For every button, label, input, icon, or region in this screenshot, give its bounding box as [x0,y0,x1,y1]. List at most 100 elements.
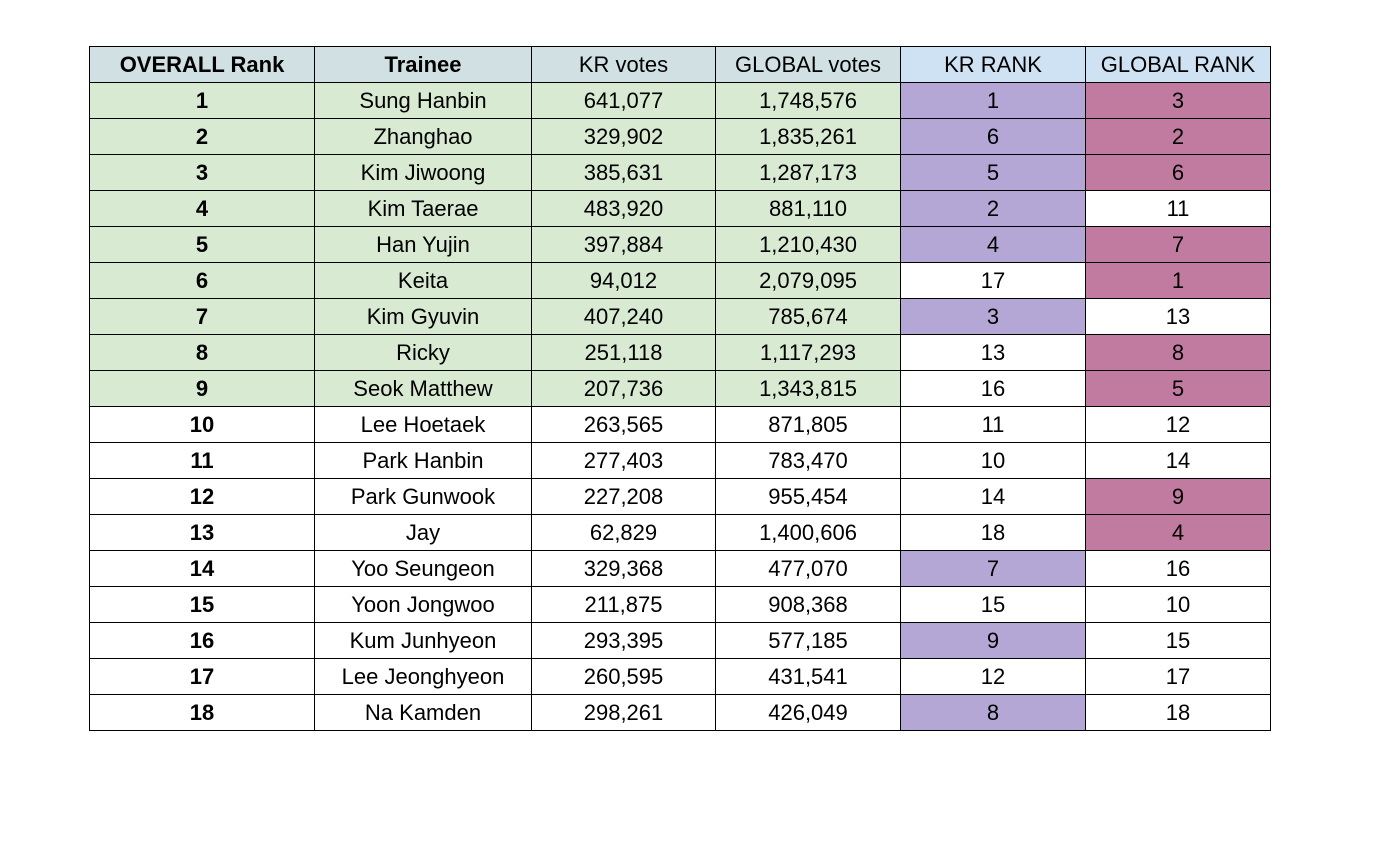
global-rank-cell: 12 [1085,406,1271,443]
overall-rank-cell: 5 [89,226,315,263]
trainee-name-cell: Kim Jiwoong [314,154,532,191]
trainee-name-cell: Lee Hoetaek [314,406,532,443]
table-row: 4 Kim Taerae 483,920 881,110 2 11 [89,190,1271,227]
kr-votes-cell: 62,829 [531,514,716,551]
global-rank-cell: 1 [1085,262,1271,299]
kr-votes-cell: 251,118 [531,334,716,371]
vote-ranking-table: OVERALL Rank Trainee KR votes GLOBAL vot… [89,46,1271,731]
kr-rank-cell: 17 [900,262,1086,299]
global-rank-cell: 8 [1085,334,1271,371]
global-votes-cell: 1,117,293 [715,334,901,371]
kr-votes-cell: 277,403 [531,442,716,479]
global-rank-cell: 5 [1085,370,1271,407]
trainee-name-cell: Yoon Jongwoo [314,586,532,623]
kr-votes-cell: 293,395 [531,622,716,659]
kr-rank-cell: 5 [900,154,1086,191]
global-votes-cell: 783,470 [715,442,901,479]
table-row: 6 Keita 94,012 2,079,095 17 1 [89,262,1271,299]
global-votes-cell: 431,541 [715,658,901,695]
global-rank-cell: 10 [1085,586,1271,623]
header-row: OVERALL Rank Trainee KR votes GLOBAL vot… [89,46,1271,83]
global-votes-cell: 1,748,576 [715,82,901,119]
header-kr-votes: KR votes [531,46,716,83]
kr-rank-cell: 2 [900,190,1086,227]
overall-rank-cell: 7 [89,298,315,335]
overall-rank-cell: 17 [89,658,315,695]
overall-rank-cell: 16 [89,622,315,659]
global-votes-cell: 908,368 [715,586,901,623]
kr-votes-cell: 260,595 [531,658,716,695]
kr-rank-cell: 16 [900,370,1086,407]
table-row: 13 Jay 62,829 1,400,606 18 4 [89,514,1271,551]
kr-votes-cell: 397,884 [531,226,716,263]
overall-rank-cell: 2 [89,118,315,155]
global-votes-cell: 955,454 [715,478,901,515]
kr-votes-cell: 211,875 [531,586,716,623]
global-rank-cell: 18 [1085,694,1271,731]
global-rank-cell: 16 [1085,550,1271,587]
global-votes-cell: 2,079,095 [715,262,901,299]
kr-rank-cell: 8 [900,694,1086,731]
trainee-name-cell: Seok Matthew [314,370,532,407]
kr-votes-cell: 94,012 [531,262,716,299]
global-votes-cell: 1,287,173 [715,154,901,191]
global-rank-cell: 7 [1085,226,1271,263]
trainee-name-cell: Park Gunwook [314,478,532,515]
overall-rank-cell: 13 [89,514,315,551]
kr-rank-cell: 3 [900,298,1086,335]
overall-rank-cell: 18 [89,694,315,731]
global-votes-cell: 1,400,606 [715,514,901,551]
global-rank-cell: 13 [1085,298,1271,335]
table-row: 11 Park Hanbin 277,403 783,470 10 14 [89,442,1271,479]
header-global-votes: GLOBAL votes [715,46,901,83]
kr-rank-cell: 4 [900,226,1086,263]
overall-rank-cell: 10 [89,406,315,443]
overall-rank-cell: 14 [89,550,315,587]
kr-votes-cell: 483,920 [531,190,716,227]
global-votes-cell: 785,674 [715,298,901,335]
table-row: 9 Seok Matthew 207,736 1,343,815 16 5 [89,370,1271,407]
kr-votes-cell: 207,736 [531,370,716,407]
global-rank-cell: 14 [1085,442,1271,479]
global-rank-cell: 2 [1085,118,1271,155]
kr-votes-cell: 329,368 [531,550,716,587]
trainee-name-cell: Kim Taerae [314,190,532,227]
kr-rank-cell: 18 [900,514,1086,551]
kr-rank-cell: 10 [900,442,1086,479]
overall-rank-cell: 1 [89,82,315,119]
trainee-name-cell: Lee Jeonghyeon [314,658,532,695]
global-rank-cell: 15 [1085,622,1271,659]
table-row: 18 Na Kamden 298,261 426,049 8 18 [89,694,1271,731]
trainee-name-cell: Yoo Seungeon [314,550,532,587]
global-rank-cell: 4 [1085,514,1271,551]
table-row: 16 Kum Junhyeon 293,395 577,185 9 15 [89,622,1271,659]
trainee-name-cell: Na Kamden [314,694,532,731]
kr-votes-cell: 407,240 [531,298,716,335]
global-rank-cell: 9 [1085,478,1271,515]
kr-rank-cell: 15 [900,586,1086,623]
overall-rank-cell: 4 [89,190,315,227]
kr-votes-cell: 263,565 [531,406,716,443]
overall-rank-cell: 15 [89,586,315,623]
trainee-name-cell: Zhanghao [314,118,532,155]
header-global-rank: GLOBAL RANK [1085,46,1271,83]
table-row: 8 Ricky 251,118 1,117,293 13 8 [89,334,1271,371]
trainee-name-cell: Kum Junhyeon [314,622,532,659]
global-votes-cell: 577,185 [715,622,901,659]
trainee-name-cell: Han Yujin [314,226,532,263]
trainee-name-cell: Kim Gyuvin [314,298,532,335]
global-votes-cell: 1,835,261 [715,118,901,155]
table-body: 1 Sung Hanbin 641,077 1,748,576 1 3 2 Zhanghao 3… [89,82,1271,731]
overall-rank-cell: 3 [89,154,315,191]
kr-rank-cell: 12 [900,658,1086,695]
kr-rank-cell: 13 [900,334,1086,371]
table-row: 2 Zhanghao 329,902 1,835,261 6 2 [89,118,1271,155]
kr-rank-cell: 1 [900,82,1086,119]
header-overall-rank: OVERALL Rank [89,46,315,83]
header-trainee: Trainee [314,46,532,83]
header-kr-rank: KR RANK [900,46,1086,83]
table-row: 5 Han Yujin 397,884 1,210,430 4 7 [89,226,1271,263]
global-votes-cell: 477,070 [715,550,901,587]
global-votes-cell: 1,210,430 [715,226,901,263]
table-row: 12 Park Gunwook 227,208 955,454 14 9 [89,478,1271,515]
